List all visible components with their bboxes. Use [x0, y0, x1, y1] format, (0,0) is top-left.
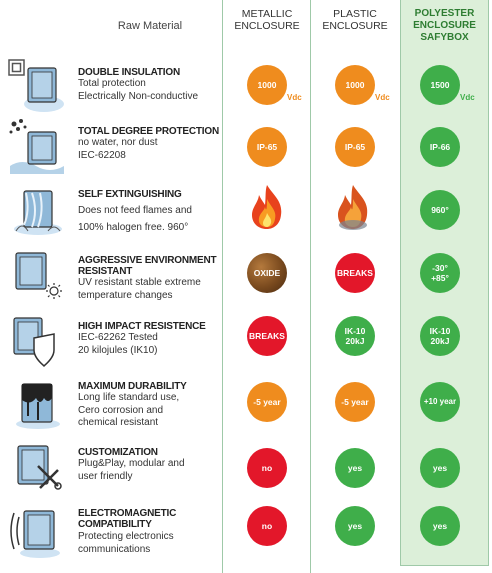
unit-label: Vdc [375, 93, 390, 102]
column-divider [310, 0, 311, 573]
row-title: ELECTROMAGNETIC COMPATIBILITY [78, 508, 177, 530]
row-description: IEC-62262 Tested 20 kilojules (IK10) [78, 332, 158, 356]
self-extinguishing-icon [14, 190, 62, 235]
flame-icon [338, 185, 368, 230]
badge-polyester: -30° +85° [420, 253, 460, 293]
badge-polyester: yes [420, 506, 460, 546]
badge-plastic: IK-10 20kJ [335, 316, 375, 356]
total-protection-icon [9, 119, 64, 174]
impact-icon [13, 317, 55, 368]
badge-polyester: +10 year [420, 382, 460, 422]
row-description: no water, nor dust IEC-62208 [78, 137, 158, 161]
badge-plastic: yes [335, 506, 375, 546]
badge-plastic: 1000 [335, 65, 375, 105]
environment-icon [15, 252, 62, 299]
header-raw-material: Raw Material [117, 20, 183, 32]
badge-polyester: 1500 [420, 65, 460, 105]
row-title: TOTAL DEGREE PROTECTION [78, 126, 219, 137]
row-description: Plug&Play, modular and user friendly [78, 458, 185, 482]
badge-metallic: OXIDE [247, 253, 287, 293]
badge-plastic: -5 year [335, 382, 375, 422]
badge-plastic: BREAKS [335, 253, 375, 293]
badge-metallic: BREAKS [247, 316, 287, 356]
badge-metallic: no [247, 506, 287, 546]
header-metallic: METALLIC ENCLOSURE [234, 8, 300, 32]
row-title: CUSTOMIZATION [78, 447, 158, 458]
badge-plastic: yes [335, 448, 375, 488]
customization-icon [17, 445, 62, 490]
row-title: SELF EXTINGUISHING [78, 189, 182, 200]
row-title: DOUBLE INSULATION [78, 67, 180, 78]
durability-icon [16, 383, 60, 429]
badge-polyester: yes [420, 448, 460, 488]
column-divider [222, 0, 223, 573]
row-description: Total protection Electrically Non-conduct… [78, 78, 199, 102]
electromagnetic-icon [10, 510, 60, 558]
badge-plastic: IP-65 [335, 127, 375, 167]
header-plastic: PLASTIC ENCLOSURE [322, 8, 388, 32]
badge-metallic: IP-65 [247, 127, 287, 167]
badge-metallic: no [247, 448, 287, 488]
row-title: AGGRESSIVE ENVIRONMENT RESISTANT [78, 255, 217, 277]
badge-metallic: -5 year [247, 382, 287, 422]
badge-metallic: 1000 [247, 65, 287, 105]
header-polyester: POLYESTER ENCLOSURE SAFYBOX [413, 8, 476, 43]
row-title: HIGH IMPACT RESISTENCE [78, 321, 206, 332]
unit-label: Vdc [287, 93, 302, 102]
badge-polyester: IK-10 20kJ [420, 316, 460, 356]
row-description: Long life standard use, Cero corrosion an… [78, 392, 180, 428]
row-description: UV resistant stable extreme temperature c… [78, 277, 201, 301]
badge-polyester: IP-66 [420, 127, 460, 167]
unit-label: Vdc [460, 93, 475, 102]
row-description: Does not feed flames and 100% halogen fre… [78, 205, 192, 233]
badge-polyester: 960° [420, 190, 460, 230]
row-description: Protecting electronics communications [78, 531, 174, 555]
flame-icon [252, 185, 282, 229]
double-insulation-icon [8, 59, 64, 112]
row-title: MAXIMUM DURABILITY [78, 381, 187, 392]
